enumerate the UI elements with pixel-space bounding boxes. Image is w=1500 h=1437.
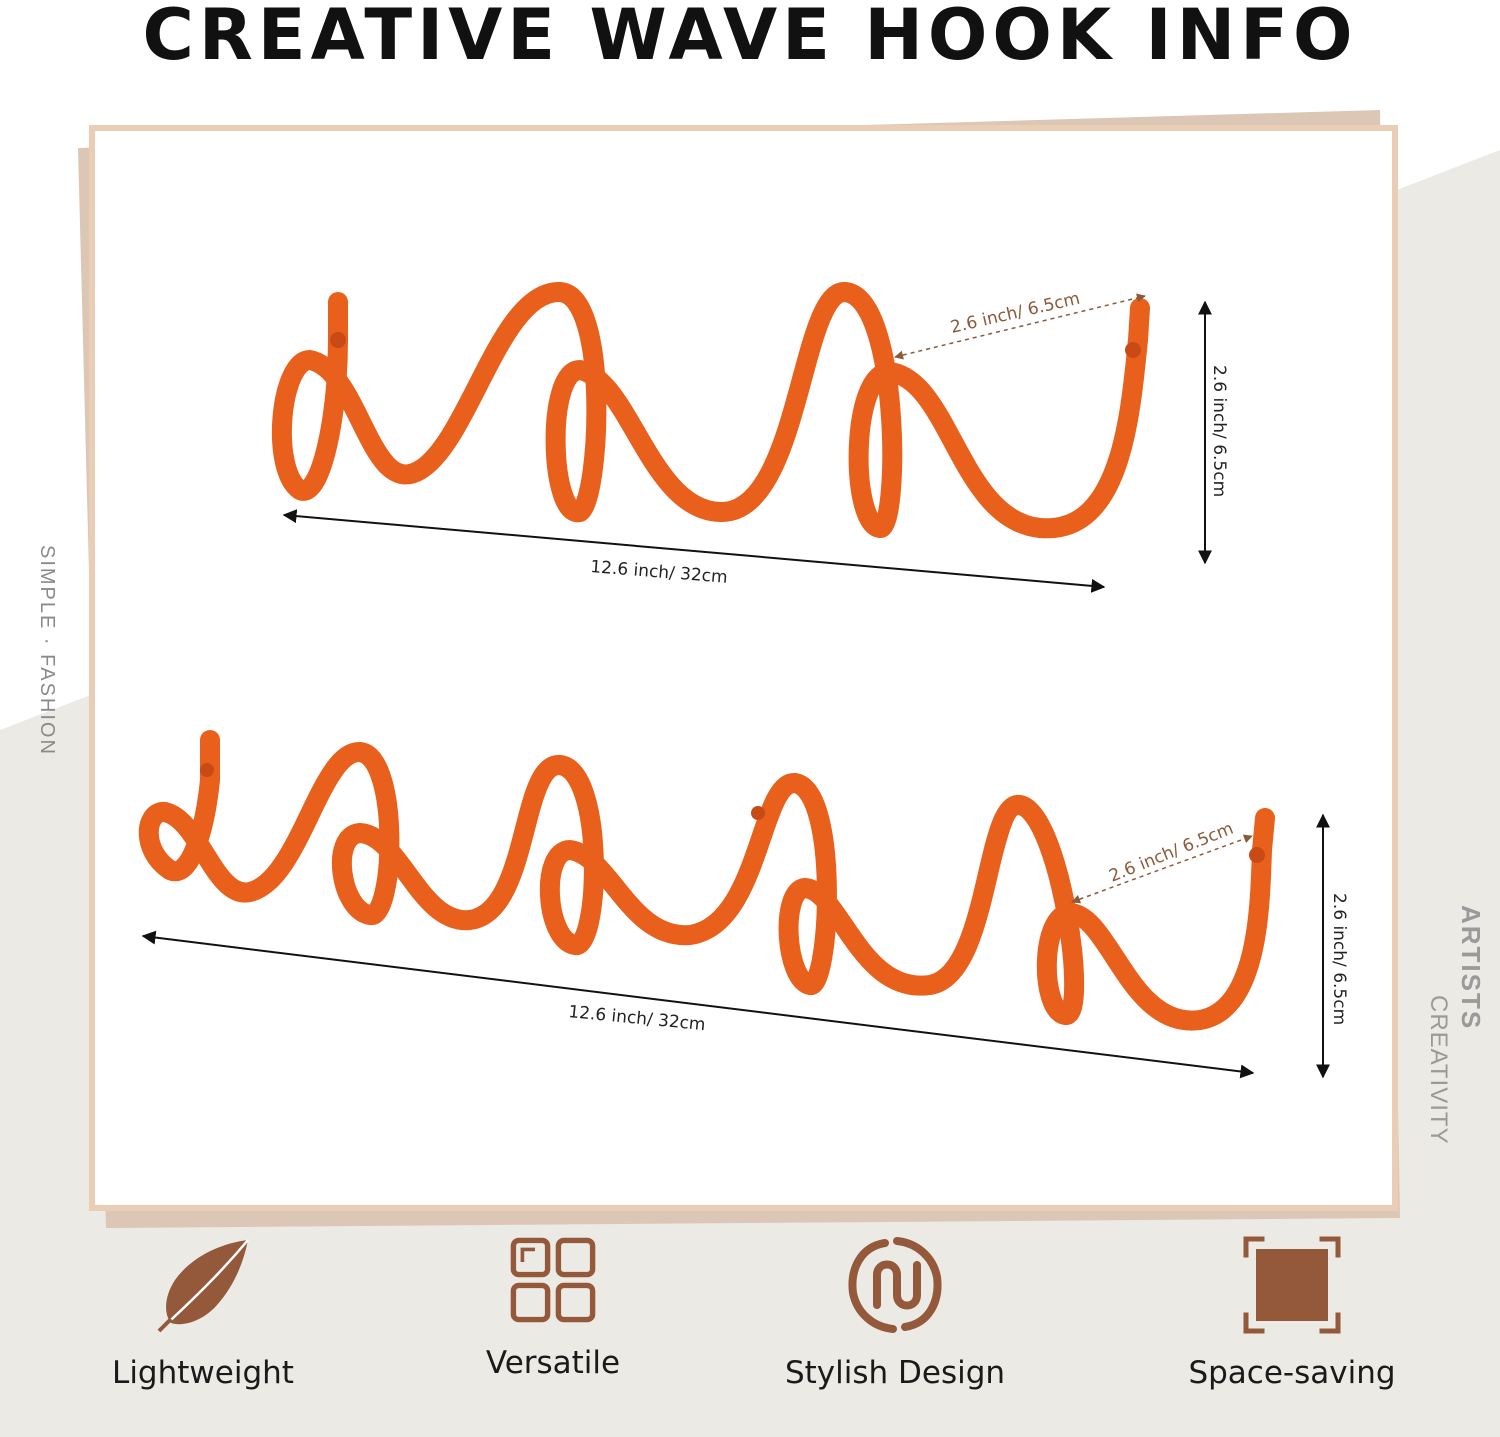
top-depth-label: 2.6 inch/ 6.5cm — [949, 289, 1082, 338]
feature-label-lightweight: Lightweight — [112, 1355, 294, 1391]
top-width-label: 12.6 inch/ 32cm — [590, 557, 729, 588]
page-title: CREATIVE WAVE HOOK INFO — [142, 0, 1358, 76]
screw-icons-bottom — [200, 763, 1265, 863]
compact-square-icon — [1243, 1236, 1341, 1334]
grid-icon — [510, 1237, 596, 1323]
five-hook-rack — [138, 730, 1275, 1031]
bottom-dimensions — [141, 813, 1330, 1079]
side-text-right-bottom: CREATIVITY — [1425, 995, 1452, 1145]
bottom-width-label: 12.6 inch/ 32cm — [568, 1002, 707, 1035]
feather-icon — [157, 1239, 249, 1333]
bottom-height-label: 2.6 inch/ 6.5cm — [1329, 893, 1349, 1025]
feature-stylish-design: Stylish Design — [735, 1235, 1055, 1415]
side-text-left: SIMPLE · FASHION — [36, 545, 58, 756]
top-height-label: 2.6 inch/ 6.5cm — [1209, 365, 1229, 497]
feature-label-stylish-design: Stylish Design — [784, 1355, 1006, 1391]
link-loop-icon — [848, 1237, 942, 1333]
bottom-depth-label: 2.6 inch/ 6.5cm — [1106, 819, 1236, 887]
three-hook-rack — [271, 281, 1150, 539]
feature-versatile: Versatile — [393, 1235, 713, 1415]
feature-label-versatile: Versatile — [485, 1345, 621, 1381]
screw-icons-top — [330, 332, 1141, 358]
feature-lightweight: Lightweight — [43, 1235, 363, 1415]
side-text-right-top: ARTISTS — [1456, 905, 1486, 1031]
top-dimensions — [282, 293, 1212, 593]
feature-label-space-saving: Space-saving — [1188, 1355, 1396, 1391]
feature-space-saving: Space-saving — [1132, 1235, 1452, 1415]
